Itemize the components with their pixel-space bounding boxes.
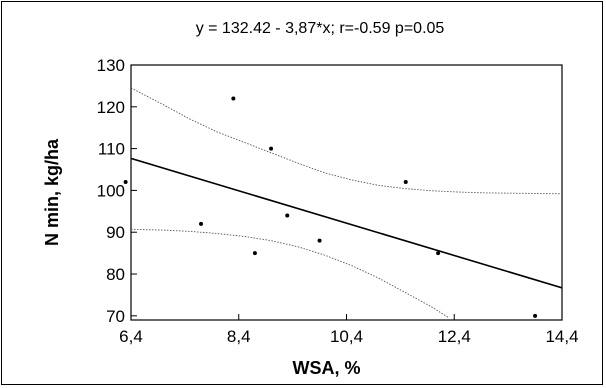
plot-area <box>130 64 563 321</box>
data-point <box>317 238 322 243</box>
x-axis-title: WSA, % <box>292 358 360 378</box>
y-tick-label: 100 <box>97 181 125 200</box>
x-tick-label: 8,4 <box>227 327 251 346</box>
x-tick-label: 6,4 <box>119 327 143 346</box>
data-point <box>436 251 441 256</box>
data-point <box>269 146 274 151</box>
data-point <box>231 96 236 101</box>
x-tick-label: 14,4 <box>545 327 578 346</box>
x-axis: 6,4 8,4 10,4 12,4 14,4 <box>119 314 579 346</box>
confidence-band-upper <box>131 87 562 195</box>
chart-series <box>131 87 562 319</box>
y-tick-label: 80 <box>106 265 125 284</box>
regression-line <box>131 157 562 289</box>
confidence-band-lower <box>131 228 450 319</box>
data-point <box>403 180 408 185</box>
y-tick-label: 120 <box>97 98 125 117</box>
y-axis-title: N min, kg/ha <box>42 138 62 246</box>
y-tick-label: 110 <box>98 140 125 159</box>
x-tick-label: 10,4 <box>330 327 363 346</box>
data-point <box>252 251 257 256</box>
x-tick-label: 12,4 <box>438 327 471 346</box>
y-tick-label: 90 <box>106 223 125 242</box>
chart-title: y = 132.42 - 3,87*x; r=-0.59 p=0.05 <box>196 20 445 37</box>
y-axis: 70 80 90 100 110 120 130 <box>97 56 137 326</box>
data-points <box>123 96 538 318</box>
data-point <box>533 313 538 318</box>
data-point <box>285 213 290 218</box>
y-tick-label: 70 <box>106 307 125 326</box>
data-point <box>199 221 204 226</box>
data-point <box>123 180 128 185</box>
y-tick-label: 130 <box>97 56 125 75</box>
